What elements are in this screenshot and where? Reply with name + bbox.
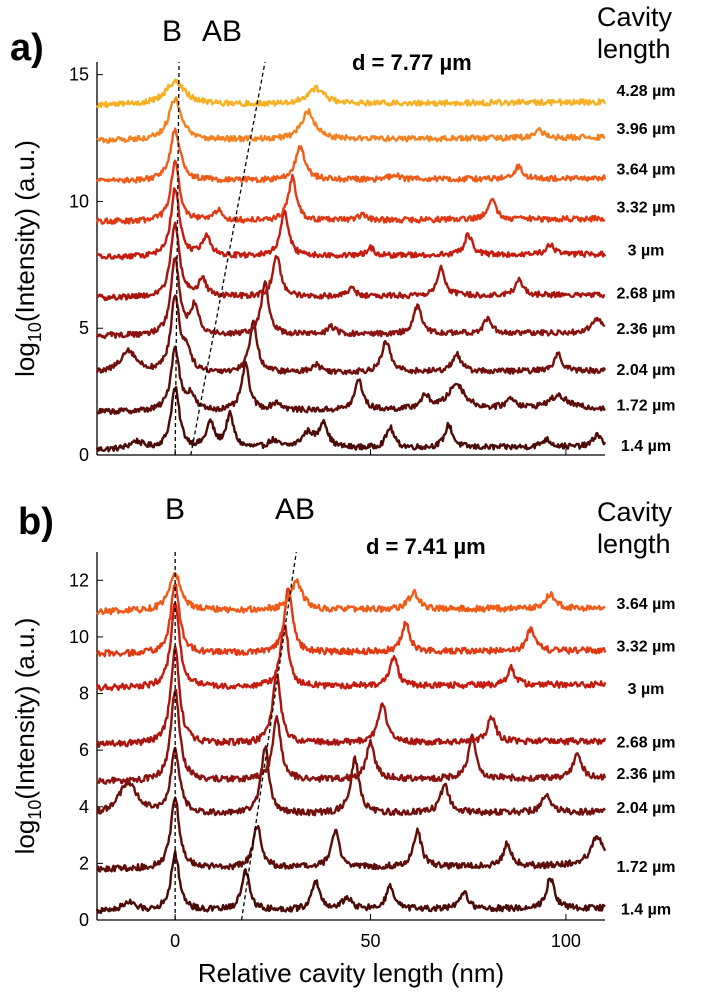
cavity-length-label: 2.04 µm bbox=[616, 362, 675, 379]
y-tick-label: 4 bbox=[79, 797, 89, 817]
thickness-annotation: d = 7.41 µm bbox=[366, 534, 486, 559]
y-tick-label: 10 bbox=[69, 627, 89, 647]
mode-label-b: B bbox=[162, 15, 182, 48]
mode-label-ab: AB bbox=[202, 15, 242, 48]
spectrum-trace bbox=[95, 385, 607, 453]
cavity-length-label: 1.72 µm bbox=[616, 397, 675, 414]
mode-label-ab: AB bbox=[275, 493, 315, 526]
cavity-length-label: 3.96 µm bbox=[616, 121, 675, 138]
cavity-length-label: 2.04 µm bbox=[616, 800, 675, 817]
mode-label-b: B bbox=[165, 493, 185, 526]
panel-letter: b) bbox=[18, 501, 54, 543]
b-mode-guide bbox=[174, 61, 180, 456]
cavity-length-label: 3.64 µm bbox=[616, 161, 675, 178]
cavity-length-label: 2.36 µm bbox=[616, 766, 675, 783]
spectrum-trace bbox=[95, 294, 607, 376]
x-tick-label: 50 bbox=[361, 931, 381, 951]
y-tick-label: 2 bbox=[79, 853, 89, 873]
spectrum-trace bbox=[95, 571, 606, 616]
spectrum-trace bbox=[96, 345, 606, 415]
cavity-length-label: 1.72 µm bbox=[616, 859, 675, 876]
cavity-length-label: 1.4 µm bbox=[621, 438, 671, 455]
thickness-annotation: d = 7.77 µm bbox=[352, 50, 472, 75]
y-tick-label: 0 bbox=[79, 910, 89, 930]
cavity-header: Cavity bbox=[597, 2, 673, 32]
cavity-length-label: 3.32 µm bbox=[616, 638, 675, 655]
y-tick-label: 6 bbox=[79, 740, 89, 760]
ab-mode-guide bbox=[240, 551, 297, 921]
spectrum-trace bbox=[96, 645, 607, 748]
spectrum-trace bbox=[96, 688, 607, 785]
y-axis-label: log10(Intensity) (a.u.) bbox=[10, 140, 45, 377]
spectrum-trace bbox=[95, 127, 607, 184]
y-tick-label: 15 bbox=[69, 65, 89, 85]
panel-a: 0 5 10 15 log10(Intensity) (a.u.) a) B AB d = 7.… bbox=[10, 2, 676, 465]
spectrum-trace bbox=[96, 187, 607, 261]
y-tick-label: 0 bbox=[79, 445, 89, 465]
cavity-header: length bbox=[597, 529, 671, 559]
cavity-length-label: 3 µm bbox=[628, 681, 665, 698]
y-tick-label: 5 bbox=[79, 318, 89, 338]
ab-mode-guide bbox=[190, 61, 266, 456]
spectrum-trace bbox=[96, 796, 607, 873]
spectrum-trace bbox=[95, 849, 606, 915]
cavity-length-label: 3 µm bbox=[628, 243, 665, 260]
y-tick-label: 10 bbox=[69, 191, 89, 211]
spectrum-trace bbox=[96, 745, 606, 817]
y-tick-label: 8 bbox=[79, 684, 89, 704]
cavity-length-label: 2.36 µm bbox=[616, 321, 675, 338]
cavity-header: length bbox=[597, 34, 671, 64]
cavity-length-label: 3.64 µm bbox=[616, 596, 675, 613]
x-tick-label: 100 bbox=[551, 931, 581, 951]
panel-letter: a) bbox=[10, 27, 44, 69]
x-axis-label: Relative cavity length (nm) bbox=[198, 958, 504, 988]
cavity-length-label: 2.68 µm bbox=[616, 286, 675, 303]
cavity-header: Cavity bbox=[597, 497, 673, 527]
x-tick-label: 0 bbox=[170, 931, 180, 951]
cavity-length-label: 1.4 µm bbox=[621, 902, 671, 919]
y-axis-label: log10(Intensity) (a.u.) bbox=[10, 618, 45, 855]
y-tick-label: 12 bbox=[69, 570, 89, 590]
spectrum-trace bbox=[95, 159, 606, 225]
panel-b: 0 2 4 6 8 10 12 0 50 100 log10(Intensity) (a.u.) Re… bbox=[10, 493, 676, 988]
spectrum-trace bbox=[95, 256, 606, 340]
cavity-length-label: 4.28 µm bbox=[616, 83, 675, 100]
spectrum-trace bbox=[96, 583, 607, 658]
spectrum-trace bbox=[95, 78, 607, 109]
cavity-length-label: 3.32 µm bbox=[616, 200, 675, 217]
cavity-length-label: 2.68 µm bbox=[616, 735, 675, 752]
spectrum-trace bbox=[95, 601, 607, 692]
spectrum-trace bbox=[96, 96, 606, 144]
spectrum-trace bbox=[96, 221, 606, 302]
